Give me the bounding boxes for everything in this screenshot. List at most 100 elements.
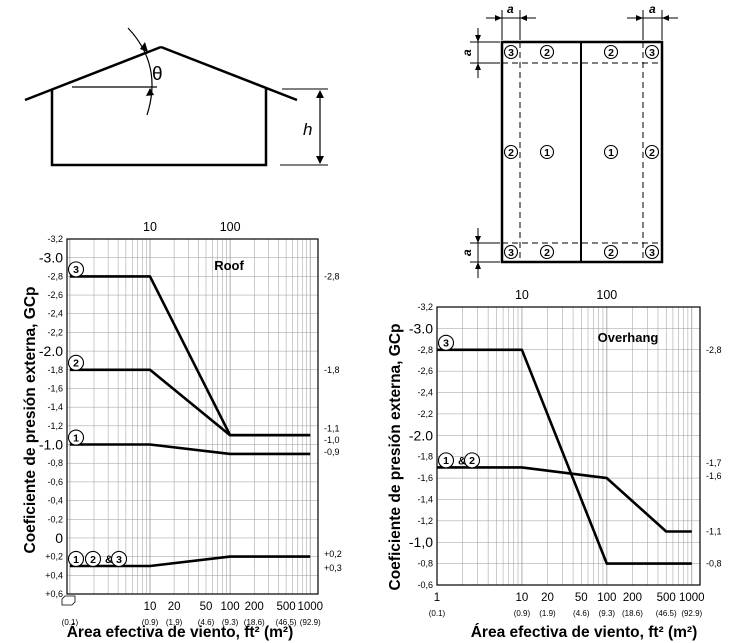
plan-dim-arrows [475, 15, 669, 269]
y-tick-label-major: -2.0 [409, 427, 433, 443]
h-arrow-bottom [316, 156, 324, 164]
x-tick-label: 50 [200, 601, 213, 613]
plan-zone-3-0-text: 3 [508, 47, 514, 59]
right-value-label: -0,9 [324, 447, 340, 457]
y-tick-label: -1,4 [417, 494, 433, 504]
x-tick-metric-label: (46.5) [276, 618, 297, 627]
x-tick-metric-label: (9.3) [222, 618, 239, 627]
series-label-1-circle [437, 452, 455, 469]
series-label-2-text: 2 [73, 358, 79, 370]
right-value-label: +0,2 [324, 549, 342, 559]
series-label-2-circle [67, 354, 85, 371]
series-label-1-circle [67, 429, 85, 446]
dim-a-vertical-top: a [460, 49, 474, 56]
y-tick-label: -1,2 [47, 421, 63, 431]
right-value-label: -2,8 [706, 345, 722, 355]
y-tick-label: -1,8 [417, 452, 433, 462]
plan-zone-2-2-circle [603, 44, 619, 60]
y-tick-label: -3,2 [47, 234, 63, 244]
series-line-1-2-3 [69, 555, 311, 568]
theta-arrow-top [140, 42, 148, 52]
series-label-1-text: 1 [443, 455, 449, 467]
x-tick-label: 200 [245, 601, 264, 613]
right-value-label: -2,8 [324, 271, 340, 281]
overhang-chart: -3,2 -2,8 -2,6 -2,4 -2,2 -1,8 -1,6 -1,4 -1,2 -0,8… [409, 288, 722, 618]
y-tick-label: -2,4 [47, 309, 63, 319]
plan-zone-3-3-text: 3 [649, 47, 655, 59]
xlabel-roof: Área efectiva de viento, ft² (m²) [67, 624, 294, 641]
roof-chart: -3,2 -2,8 -2,6 -2,4 -2,2 -1,8 -1,6 -1,4 -1,2 -0,8… [39, 220, 342, 627]
theta-label: θ [152, 64, 163, 85]
dim-a-vertical-bottom: a [460, 249, 474, 256]
x-tick-metric-label: (1.9) [166, 618, 183, 627]
roof-section-diagram [24, 27, 328, 167]
series-label-ampersand: & [458, 455, 466, 467]
plan-zone-3-4-text: 3 [508, 247, 514, 259]
y-tick-label: -0,6 [47, 477, 63, 487]
plan-zone-2-6-text: 2 [608, 247, 614, 259]
x-tick-metric-label: (4.6) [573, 609, 590, 618]
y-tick-label: -1,6 [47, 383, 63, 393]
y-tick-label: -1,4 [47, 402, 63, 412]
roof-left-slope [24, 45, 162, 102]
y-tick-label-major: -3.0 [409, 320, 433, 336]
building-walls [50, 89, 268, 167]
y-tick-label: -2,8 [417, 345, 433, 355]
y-tick-label-major: -1.0 [39, 437, 63, 453]
plan-zone-2-5-text: 2 [544, 247, 550, 259]
y-tick-label: -1,8 [47, 365, 63, 375]
series-label-3-circle [437, 334, 455, 351]
chart-title: Overhang [598, 330, 659, 345]
plan-zone-3-0-circle [503, 44, 519, 60]
series-label-3-text: 3 [116, 554, 122, 566]
right-value-label: +0,3 [324, 563, 342, 573]
x-tick-metric-label: (0.1) [62, 618, 79, 627]
plan-zone-3-4-circle [503, 244, 519, 260]
x-tick-one-glyph [61, 595, 76, 606]
plan-zone-2-11-text: 2 [649, 147, 655, 159]
ylabel-roof: Coeficiente de presión externa, GCp [22, 286, 39, 553]
plan-zone-3-7-text: 3 [649, 247, 655, 259]
plan-zone-2-1-circle [539, 44, 555, 60]
x-tick-top-label: 10 [515, 288, 529, 302]
y-tick-label: +0,6 [45, 589, 63, 599]
roof-right-slope [160, 45, 298, 102]
x-tick-label: 50 [575, 592, 588, 604]
y-tick-label: -2,8 [47, 271, 63, 281]
y-tick-label: -2,4 [417, 388, 433, 398]
x-tick-label: 10 [144, 601, 157, 613]
x-tick-label: 10 [516, 592, 529, 604]
plan-zone-1-10-text: 1 [608, 147, 614, 159]
x-tick-metric-label: (9.3) [599, 609, 616, 618]
right-value-label: -1,1 [706, 527, 722, 537]
y-tick-label: -0,8 [417, 559, 433, 569]
h-arrow-top [316, 90, 324, 98]
series-label-2-circle [84, 550, 102, 568]
plan-zone-2-11-circle [644, 144, 660, 160]
x-tick-label: 200 [623, 592, 642, 604]
plot-frame [436, 306, 701, 586]
plot-frame [66, 238, 319, 595]
series-label-2-circle [463, 452, 481, 469]
right-value-label: -1,8 [324, 365, 340, 375]
x-tick-label: 100 [221, 601, 240, 613]
right-value-label: -1,6 [706, 471, 722, 481]
series-label-3-text: 3 [73, 264, 79, 276]
theta-arrow-bottom [146, 88, 154, 96]
x-tick-label: 500 [277, 601, 296, 613]
x-tick-label: 1 [434, 592, 440, 604]
chart-title: Roof [214, 258, 244, 273]
x-tick-metric-label: (92.9) [681, 609, 702, 618]
y-tick-label: +0,4 [45, 570, 63, 580]
y-tick-label: -1,6 [417, 473, 433, 483]
plan-zone-markers: 3 2 2 3 3 2 2 3 2 1 1 2 [503, 44, 660, 260]
ylabel-overhang: Coeficiente de presión externa, GCp [387, 323, 404, 590]
y-tick-label: -0,6 [417, 580, 433, 590]
series-label-2-text: 2 [90, 554, 96, 566]
y-tick-label: -0,4 [47, 496, 63, 506]
series-label-3-circle [110, 550, 128, 568]
x-tick-top-label: 10 [143, 220, 157, 234]
right-value-label: -1,7 [706, 458, 722, 468]
y-tick-label: -0,8 [47, 458, 63, 468]
